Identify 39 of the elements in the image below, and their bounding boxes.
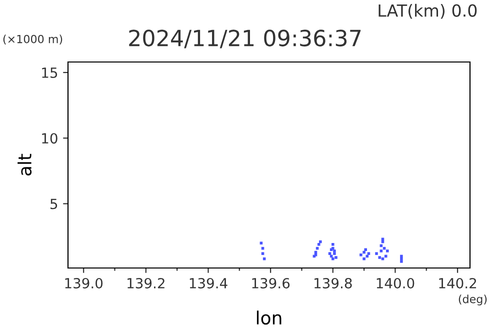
chart-title: 2024/11/21 09:36:37 [129,30,361,48]
point [360,253,362,256]
point [331,242,334,246]
point [334,256,338,259]
point [375,252,378,255]
x-tick-label: 139.2 [128,278,164,288]
point [333,252,336,255]
text: (deg) [458,294,487,306]
point [362,257,366,260]
point [328,252,332,255]
x-tick-label: 140.2 [439,278,476,288]
point [400,254,403,258]
y-axis-title: alt [18,154,32,176]
point [362,250,366,254]
point [319,240,322,244]
x-tick-label: 140.0 [376,278,414,288]
point [317,242,320,246]
x-tick-label: 139.6 [252,278,290,288]
y-tick-label: 15 [42,68,58,78]
point [367,252,370,255]
x-tick-label: 139.8 [314,278,352,288]
text: (×1000 m) [3,34,62,45]
point [400,257,403,260]
point [331,257,334,260]
point [380,250,383,252]
point [261,252,264,255]
point [364,248,367,252]
point [381,238,384,241]
y-tick-label: 10 [42,133,58,144]
x-tick-label: 139.0 [65,278,103,288]
text: LAT(km) 0.0 [378,4,477,19]
x-tick-label: 139.4 [190,278,228,288]
point [400,260,403,263]
point [260,242,263,244]
point [333,250,336,252]
point [378,256,382,259]
y-tick-label: 5 [50,198,58,210]
x-axis-title: lon [256,310,282,325]
point [386,250,389,252]
